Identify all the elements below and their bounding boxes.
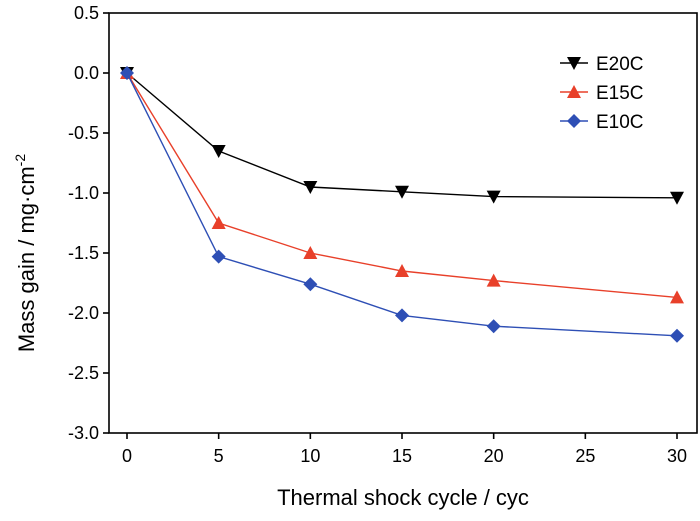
axes: 0.5 0.0 -0.5 -1.0 -1.5 -2.0 -2.5 -3.0 0 5 10 15 20 25…: [68, 3, 698, 466]
data-point-e10c: [670, 328, 684, 343]
x-tick-label: 0: [122, 446, 132, 466]
x-tick-label: 30: [667, 446, 687, 466]
legend-marker-e15c: [567, 85, 581, 98]
data-point-e20c: [670, 191, 684, 205]
data-point-e15c: [395, 264, 409, 277]
x-tick-label: 5: [214, 446, 224, 466]
data-point-e10c: [120, 66, 134, 80]
data-point-e20c: [486, 190, 501, 204]
x-tick-label: 10: [300, 446, 320, 466]
x-axis-title: Thermal shock cycle / cyc: [277, 485, 529, 510]
y-axis-title-main: Mass gain / mg·cm: [14, 166, 39, 352]
y-tick-label: -2.5: [68, 363, 99, 383]
y-tick-label: 0.0: [74, 63, 99, 83]
legend-marker-e10c: [567, 114, 581, 128]
series-line-e20c: [126, 72, 678, 199]
x-tick-label: 25: [575, 446, 595, 466]
y-axis-title-superscript: -2: [12, 154, 28, 167]
legend-label-e15c: E15C: [596, 83, 644, 104]
data-point-e10c: [303, 277, 318, 292]
legend-label-e10c: E10C: [596, 112, 644, 133]
y-tick-label: -0.5: [68, 123, 99, 143]
series-line-e15c: [126, 72, 678, 299]
legend-marker-e20c: [567, 57, 581, 70]
y-axis-title: Mass gain / mg·cm-2: [12, 154, 39, 352]
series-e10c: [120, 66, 684, 343]
series-line-e10c: [126, 72, 678, 337]
data-point-e15c: [670, 290, 684, 304]
data-point-e20c: [211, 145, 226, 158]
y-tick-label: 0.5: [74, 3, 99, 23]
legend: E20C E15C E10C: [560, 54, 644, 133]
data-point-e10c: [395, 308, 409, 323]
y-tick-label: -1.5: [68, 243, 99, 263]
data-point-e15c: [486, 273, 501, 287]
data-point-e20c: [395, 185, 409, 199]
data-point-e15c: [211, 216, 226, 229]
x-tick-label: 20: [484, 446, 504, 466]
y-tick-label: -3.0: [68, 423, 99, 443]
legend-label-e20c: E20C: [596, 54, 644, 75]
plot-frame: [108, 12, 698, 434]
data-point-e20c: [303, 181, 318, 194]
y-tick-label: -1.0: [68, 183, 99, 203]
data-point-e10c: [486, 319, 501, 334]
y-tick-label: -2.0: [68, 303, 99, 323]
x-tick-label: 15: [392, 446, 412, 466]
data-point-e10c: [211, 249, 226, 264]
series-layer: [120, 66, 684, 343]
data-point-e15c: [303, 246, 318, 259]
